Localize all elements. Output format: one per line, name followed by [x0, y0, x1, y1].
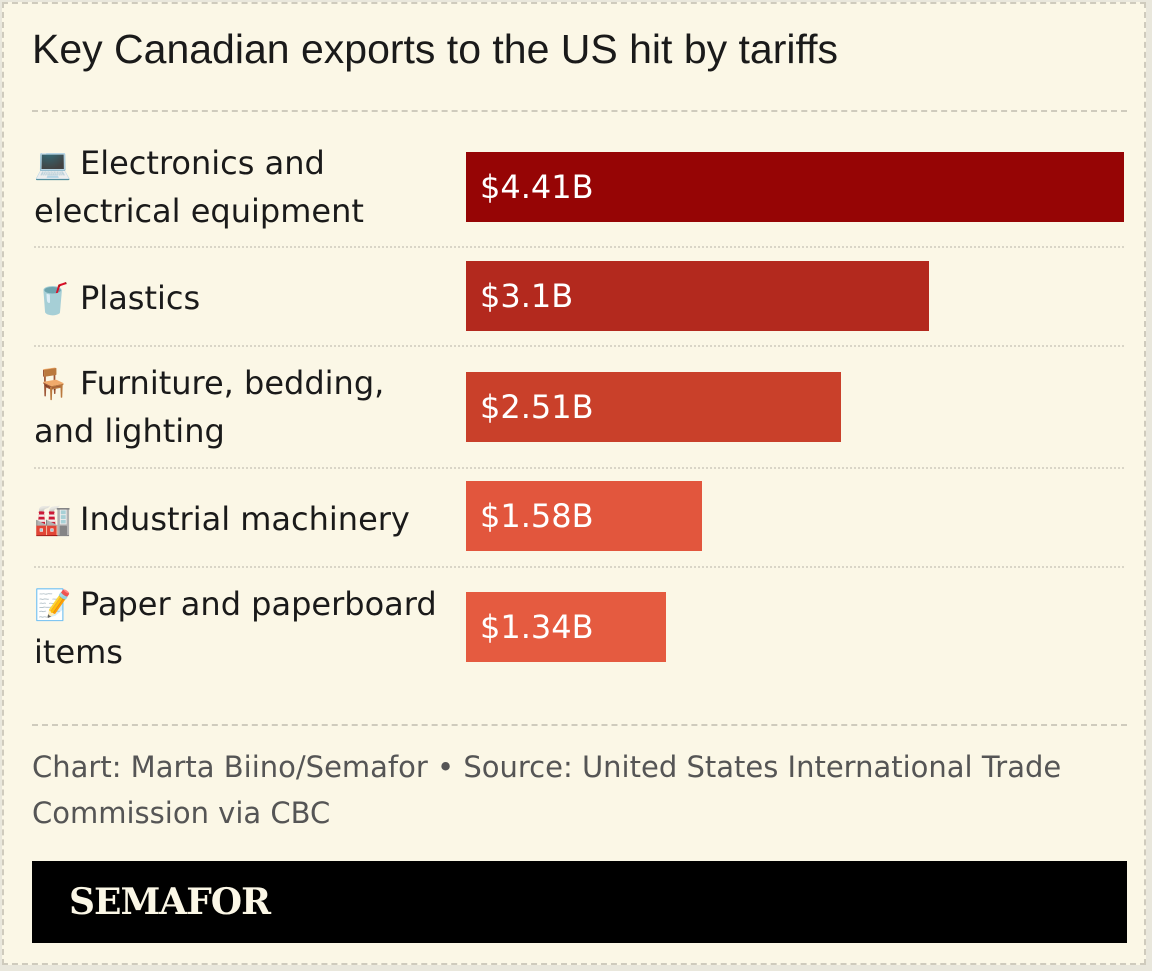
category-text: Furniture, bedding, and lighting	[34, 364, 385, 450]
category-text: Electronics and electrical equipment	[34, 144, 364, 230]
footer-divider	[32, 724, 1127, 726]
bar-value-label: $3.1B	[480, 277, 574, 315]
memo-icon: 📝	[34, 588, 72, 623]
bar: $4.41B	[466, 152, 1124, 222]
semafor-logo: SEMAFOR	[69, 881, 271, 923]
category-label: 🥤 Plastics	[34, 275, 449, 323]
bar-value-label: $1.34B	[480, 608, 594, 646]
category-text: Plastics	[80, 279, 201, 317]
category-label: 💻 Electronics and electrical equipment	[34, 140, 449, 234]
bar-value-label: $2.51B	[480, 388, 594, 426]
title-divider	[32, 110, 1127, 112]
brand-banner: SEMAFOR	[32, 861, 1127, 943]
bar: $2.51B	[466, 372, 841, 442]
row-divider	[34, 345, 1124, 347]
bar: $3.1B	[466, 261, 929, 331]
source-credit: Chart: Marta Biino/Semafor • Source: Uni…	[32, 750, 1062, 830]
bar: $1.34B	[466, 592, 666, 662]
chair-icon: 🪑	[34, 367, 72, 402]
row-divider	[34, 467, 1124, 469]
category-label: 📝 Paper and paperboard items	[34, 581, 449, 675]
row-divider	[34, 246, 1124, 248]
cup-icon: 🥤	[34, 282, 72, 317]
row-divider	[34, 566, 1124, 568]
factory-icon: 🏭	[34, 503, 72, 538]
bar-value-label: $1.58B	[480, 497, 594, 535]
category-text: Industrial machinery	[80, 500, 410, 538]
chart-title: Key Canadian exports to the US hit by ta…	[32, 26, 839, 72]
laptop-icon: 💻	[34, 147, 72, 182]
category-label: 🪑 Furniture, bedding, and lighting	[34, 360, 449, 454]
bar: $1.58B	[466, 481, 702, 551]
category-text: Paper and paperboard items	[34, 585, 437, 671]
bar-value-label: $4.41B	[480, 168, 594, 206]
category-label: 🏭 Industrial machinery	[34, 496, 449, 544]
